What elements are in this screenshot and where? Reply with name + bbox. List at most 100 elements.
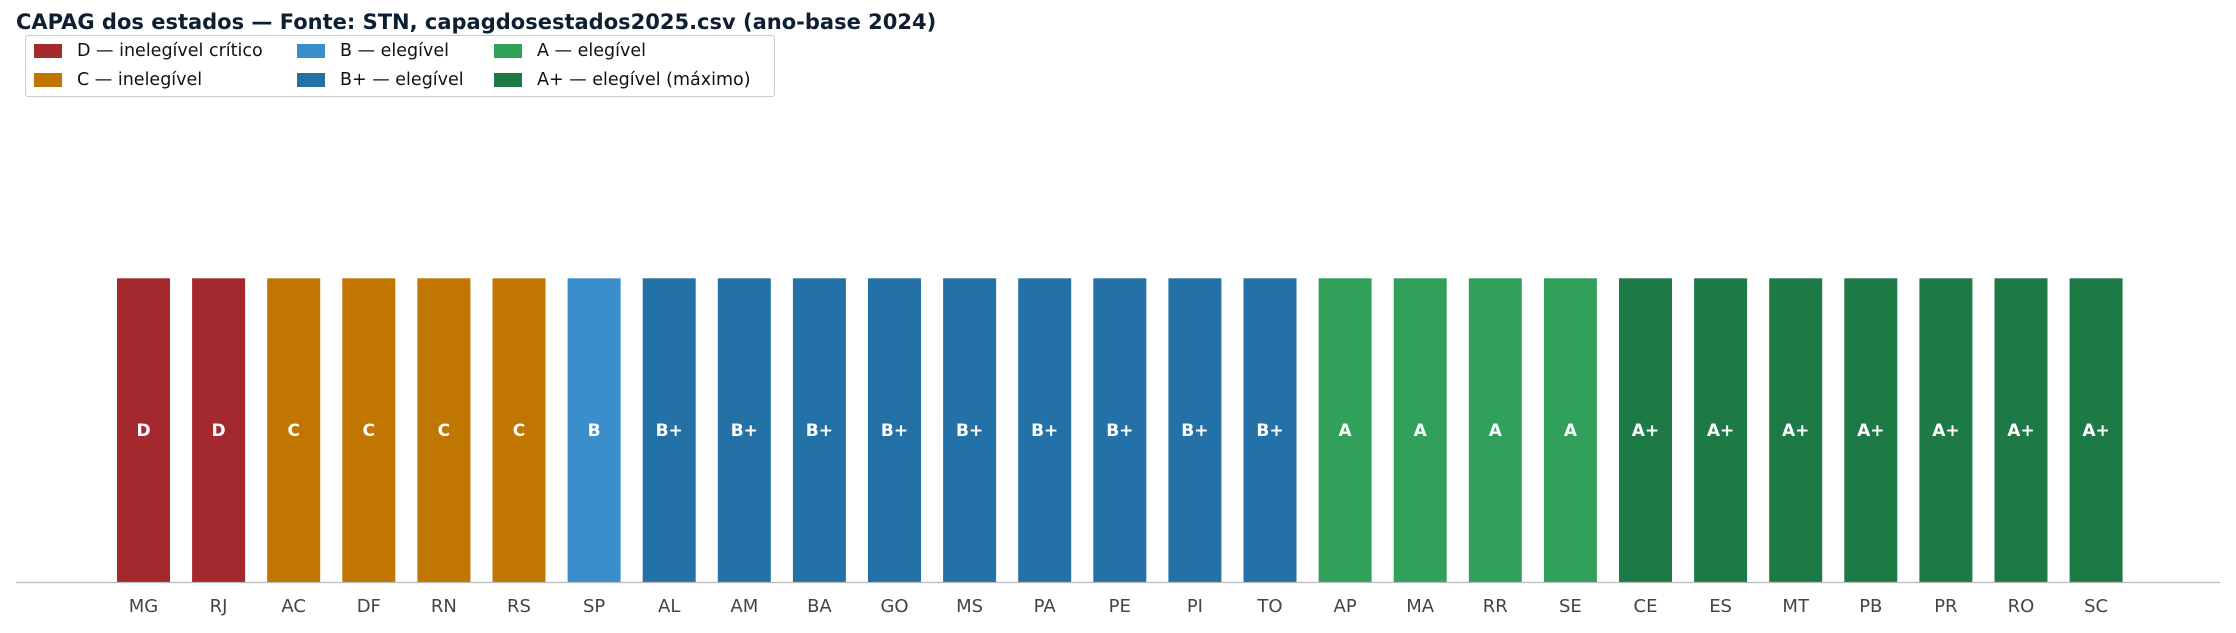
bar-ba bbox=[792, 278, 846, 582]
bar-rn bbox=[417, 278, 471, 582]
bar-ap bbox=[1318, 278, 1372, 582]
bar-ma bbox=[1393, 278, 1447, 582]
bar-rating-label: D bbox=[212, 421, 226, 441]
x-tick-label: RS bbox=[507, 596, 531, 617]
chart-legend: D — inelegível crítico C — inelegível B — … bbox=[25, 35, 775, 97]
bar-rj bbox=[192, 278, 246, 582]
bar-al bbox=[642, 278, 696, 582]
bar-pi bbox=[1168, 278, 1222, 582]
bar-rr bbox=[1468, 278, 1522, 582]
x-tick-label: SC bbox=[2084, 596, 2108, 617]
bar-pe bbox=[1093, 278, 1147, 582]
x-tick-label: PI bbox=[1187, 596, 1203, 617]
x-tick-label: GO bbox=[880, 596, 908, 617]
bar-pa bbox=[1018, 278, 1072, 582]
x-tick-label: RN bbox=[431, 596, 457, 617]
x-tick-label: PE bbox=[1109, 596, 1131, 617]
legend-swatch bbox=[494, 73, 522, 87]
x-tick-label: AM bbox=[730, 596, 758, 617]
bar-rating-label: B+ bbox=[656, 421, 683, 441]
legend-item: A — elegível bbox=[494, 41, 646, 61]
x-tick-label: MG bbox=[129, 596, 158, 617]
legend-item: A+ — elegível (máximo) bbox=[494, 70, 751, 90]
bar-rating-label: A+ bbox=[1782, 421, 1809, 441]
bar-rating-label: A+ bbox=[2007, 421, 2034, 441]
bar-rating-label: B+ bbox=[1181, 421, 1208, 441]
bar-es bbox=[1694, 278, 1748, 582]
bar-ac bbox=[267, 278, 321, 582]
bar-go bbox=[868, 278, 921, 582]
bar-rating-label: D bbox=[136, 421, 150, 441]
bar-sc bbox=[2069, 278, 2123, 582]
bar-rating-label: B+ bbox=[806, 421, 833, 441]
bar-pb bbox=[1844, 278, 1898, 582]
bar-ro bbox=[1994, 278, 2048, 582]
x-tick-label: DF bbox=[357, 596, 381, 617]
bar-rating-label: A+ bbox=[1932, 421, 1959, 441]
x-tick-label: ES bbox=[1709, 596, 1732, 617]
bar-rating-label: A bbox=[1489, 421, 1503, 441]
bar-ce bbox=[1619, 278, 1672, 582]
legend-item: D — inelegível crítico bbox=[34, 41, 263, 61]
x-tick-label: AL bbox=[658, 596, 680, 617]
chart-title: CAPAG dos estados — Fonte: STN, capagdos… bbox=[16, 10, 937, 34]
x-tick-label: PB bbox=[1859, 596, 1882, 617]
x-tick-label: RR bbox=[1483, 596, 1508, 617]
x-tick-label: SP bbox=[583, 596, 605, 617]
bar-rating-label: A+ bbox=[2082, 421, 2109, 441]
bar-rating-label: A+ bbox=[1632, 421, 1659, 441]
legend-label: C — inelegível bbox=[77, 70, 203, 90]
legend-label: A — elegível bbox=[537, 41, 646, 61]
bar-rating-label: A bbox=[1564, 421, 1578, 441]
x-tick-label: SE bbox=[1559, 596, 1582, 617]
bar-mt bbox=[1769, 278, 1823, 582]
x-tick-label: MA bbox=[1406, 596, 1435, 617]
bar-rating-label: B+ bbox=[956, 421, 983, 441]
bar-rating-label: B bbox=[588, 421, 601, 441]
legend-item: B+ — elegível bbox=[297, 70, 464, 90]
x-tick-label: RO bbox=[2008, 596, 2035, 617]
bar-df bbox=[342, 278, 396, 582]
legend-label: D — inelegível crítico bbox=[77, 41, 263, 61]
x-tick-label: TO bbox=[1256, 596, 1282, 617]
x-tick-label: PA bbox=[1034, 596, 1057, 617]
bar-ms bbox=[943, 278, 997, 582]
legend-item: C — inelegível bbox=[34, 70, 202, 90]
bar-rating-label: C bbox=[438, 421, 450, 441]
legend-label: B — elegível bbox=[340, 41, 449, 61]
bar-am bbox=[717, 278, 771, 582]
legend-swatch bbox=[34, 73, 62, 87]
bar-rating-label: B+ bbox=[881, 421, 908, 441]
bar-rating-label: B+ bbox=[1031, 421, 1058, 441]
legend-swatch bbox=[297, 44, 325, 58]
x-tick-label: MS bbox=[956, 596, 983, 617]
legend-swatch bbox=[297, 73, 325, 87]
bar-rating-label: A+ bbox=[1857, 421, 1884, 441]
x-tick-label: CE bbox=[1634, 596, 1658, 617]
legend-label: A+ — elegível (máximo) bbox=[537, 70, 751, 90]
x-tick-label: BA bbox=[807, 596, 832, 617]
bar-se bbox=[1543, 278, 1597, 582]
bar-rs bbox=[492, 278, 546, 582]
bar-rating-label: B+ bbox=[731, 421, 758, 441]
bar-rating-label: A bbox=[1414, 421, 1428, 441]
bar-sp bbox=[567, 278, 621, 582]
bar-pr bbox=[1919, 278, 1973, 582]
bar-rating-label: B+ bbox=[1256, 421, 1283, 441]
x-tick-label: PR bbox=[1934, 596, 1957, 617]
x-tick-label: RJ bbox=[210, 596, 228, 617]
bar-mg bbox=[117, 278, 170, 582]
bar-rating-label: A+ bbox=[1707, 421, 1734, 441]
legend-item: B — elegível bbox=[297, 41, 449, 61]
x-tick-label: AP bbox=[1334, 596, 1357, 617]
bar-rating-label: C bbox=[287, 421, 299, 441]
x-tick-label: AC bbox=[281, 596, 306, 617]
bar-rating-label: C bbox=[513, 421, 525, 441]
x-tick-label: MT bbox=[1782, 596, 1810, 617]
legend-swatch bbox=[34, 44, 62, 58]
bar-rating-label: C bbox=[363, 421, 375, 441]
bar-rating-label: A bbox=[1339, 421, 1353, 441]
legend-swatch bbox=[494, 44, 522, 58]
legend-label: B+ — elegível bbox=[340, 70, 464, 90]
